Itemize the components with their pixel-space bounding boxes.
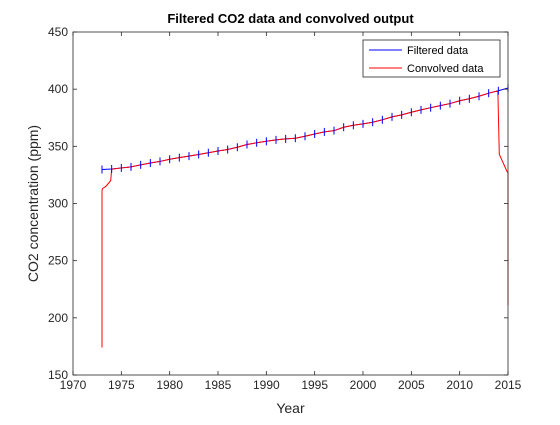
x-tick-label: 1970 (60, 378, 87, 392)
x-tick-label: 2015 (495, 378, 522, 392)
x-tick-label: 1995 (301, 378, 328, 392)
y-axis-label: CO2 concentration (ppm) (25, 125, 41, 282)
y-tick-label: 250 (48, 254, 68, 268)
x-tick-label: 2005 (398, 378, 425, 392)
x-tick-label: 2000 (350, 378, 377, 392)
y-tick-label: 150 (48, 368, 68, 382)
y-tick-label: 450 (48, 25, 68, 39)
x-tick-label: 1975 (108, 378, 135, 392)
x-tick-label: 1990 (253, 378, 280, 392)
x-tick-label: 2010 (446, 378, 473, 392)
legend: Filtered data Convolved data (362, 39, 501, 78)
series-line-convolved (101, 90, 509, 348)
x-tick-label: 1985 (205, 378, 232, 392)
plot-lines (101, 84, 509, 348)
chart-title: Filtered CO2 data and convolved output (167, 11, 414, 26)
x-axis-label: Year (276, 400, 305, 416)
x-tick-label: 1980 (156, 378, 183, 392)
legend-box (362, 39, 501, 78)
axes-background (73, 32, 508, 375)
y-tick-label: 350 (48, 139, 68, 153)
y-tick-label: 300 (48, 197, 68, 211)
y-tick-label: 400 (48, 82, 68, 96)
y-tick-label: 200 (48, 311, 68, 325)
ticks: 1970 1975 1980 1985 1990 1995 2000 2005 2010 2015… (48, 25, 522, 392)
legend-label-filtered: Filtered data (407, 45, 469, 57)
legend-label-convolved: Convolved data (407, 63, 484, 75)
